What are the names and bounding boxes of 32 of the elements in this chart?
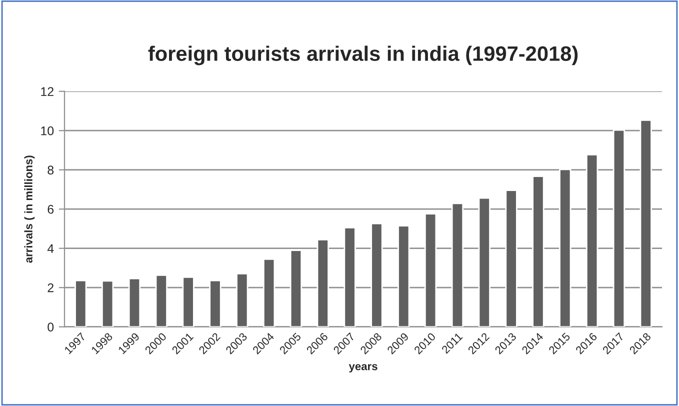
chart-title: foreign tourists arrivals in india (1997-2018) [148,46,578,66]
y-tick-label: 8 [48,166,54,174]
bar [209,280,222,327]
x-axis-title: years [348,364,378,372]
bar [586,154,598,327]
bar [155,274,168,327]
bar [344,227,356,327]
y-tick-label: 6 [48,204,54,214]
bar [532,176,544,327]
y-tick-label: 2 [48,283,54,292]
bar [398,225,410,327]
bar [478,197,490,327]
y-tick-label: 10 [41,126,54,136]
bar [182,276,194,327]
bar [640,120,652,327]
y-axis-title: arrivals ( in millions) [24,156,35,263]
bar [370,222,383,327]
bar [612,129,626,327]
bar [128,278,141,327]
bar [424,213,437,327]
bar [236,272,248,327]
bar [101,280,114,327]
bar [290,250,302,327]
y-tick-label: 12 [41,87,54,96]
bar [316,239,329,327]
y-tick-label: 0 [48,322,54,332]
bar [559,168,572,327]
bar [505,190,518,327]
y-tick-label: 4 [47,244,54,253]
bar [74,280,87,327]
bar [262,258,276,327]
bar [451,202,464,327]
